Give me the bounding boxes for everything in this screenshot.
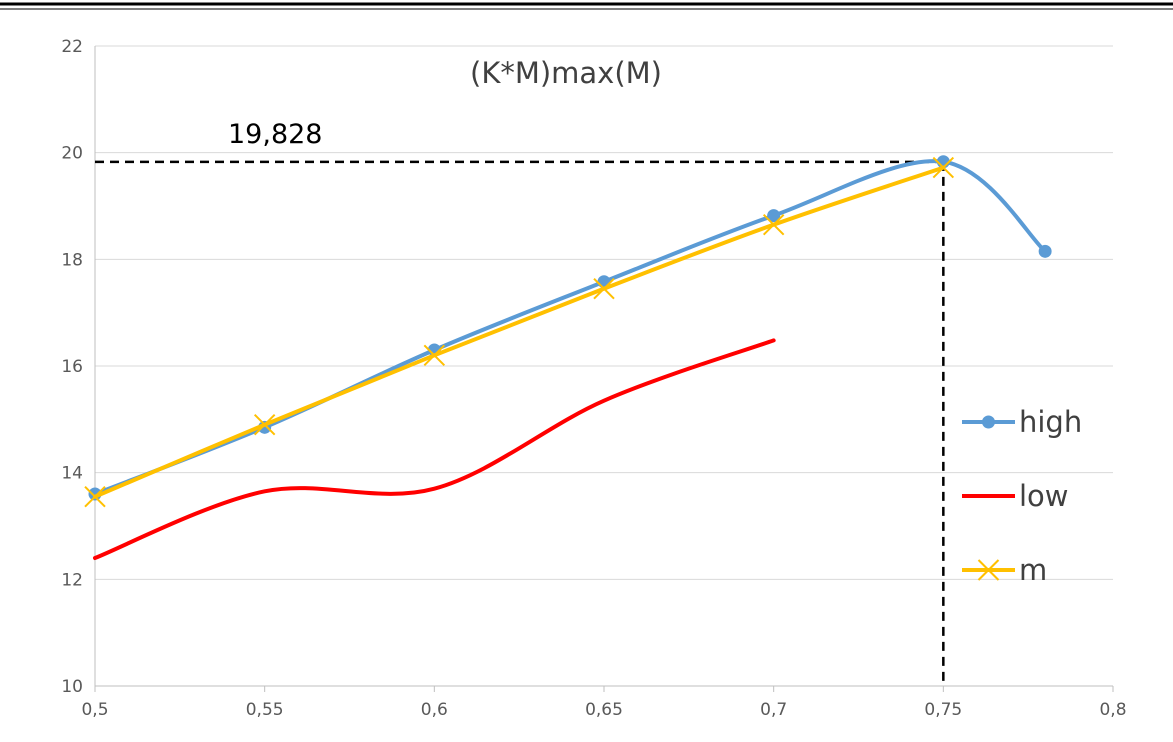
y-tick-label: 10 [61,677,83,697]
x-tick-label: 0,55 [246,700,284,720]
data-point-m-stroke [932,156,955,179]
data-point-m [932,156,955,179]
chart-title: (K*M)max(M) [470,56,662,90]
data-point-m-stroke [253,413,276,436]
data-point-m-stroke [423,344,446,367]
gridlines [95,45,1113,580]
legend-marker-m [977,559,1000,581]
annotation-guides [95,160,945,686]
x-tick-label: 0,75 [924,700,962,720]
series-group [84,155,1052,560]
x-tick-label: 0,6 [421,700,448,720]
x-tick-label: 0,5 [81,700,108,720]
data-point-high [767,209,781,223]
tick-labels: 10 12 14 16 18 20 22 0,5 0,55 0,6 0,65 0,7 0,75 0,8 [61,37,1126,720]
data-point-m-stroke [593,277,615,300]
legend-marker-m-stroke [977,559,1000,581]
data-point-high [1038,244,1052,258]
legend: high low m [962,405,1082,587]
y-tick-label: 12 [61,570,83,590]
legend-label-high: high [1019,405,1082,439]
y-tick-label: 14 [61,464,83,484]
annotation-label: 19,828 [228,119,322,150]
axes [94,46,1114,692]
x-tick-label: 0,65 [585,700,623,720]
x-tick-label: 0,8 [1099,700,1126,720]
data-point-m [423,344,446,367]
y-tick-label: 22 [61,37,83,57]
series-line-m [93,165,946,499]
data-point-m [253,413,276,436]
x-tick-label: 0,7 [760,700,787,720]
data-point-m [84,485,106,508]
y-tick-label: 20 [61,144,83,164]
y-tick-label: 16 [61,357,83,377]
data-point-m-stroke [84,485,106,508]
legend-marker-high [982,415,995,429]
data-point-m-stroke [762,213,785,236]
y-tick-label: 18 [61,250,83,270]
series-line-low [93,338,776,560]
legend-label-m: m [1019,553,1047,587]
legend-label-low: low [1019,479,1069,513]
data-point-m [762,213,785,236]
data-point-m [593,277,615,300]
